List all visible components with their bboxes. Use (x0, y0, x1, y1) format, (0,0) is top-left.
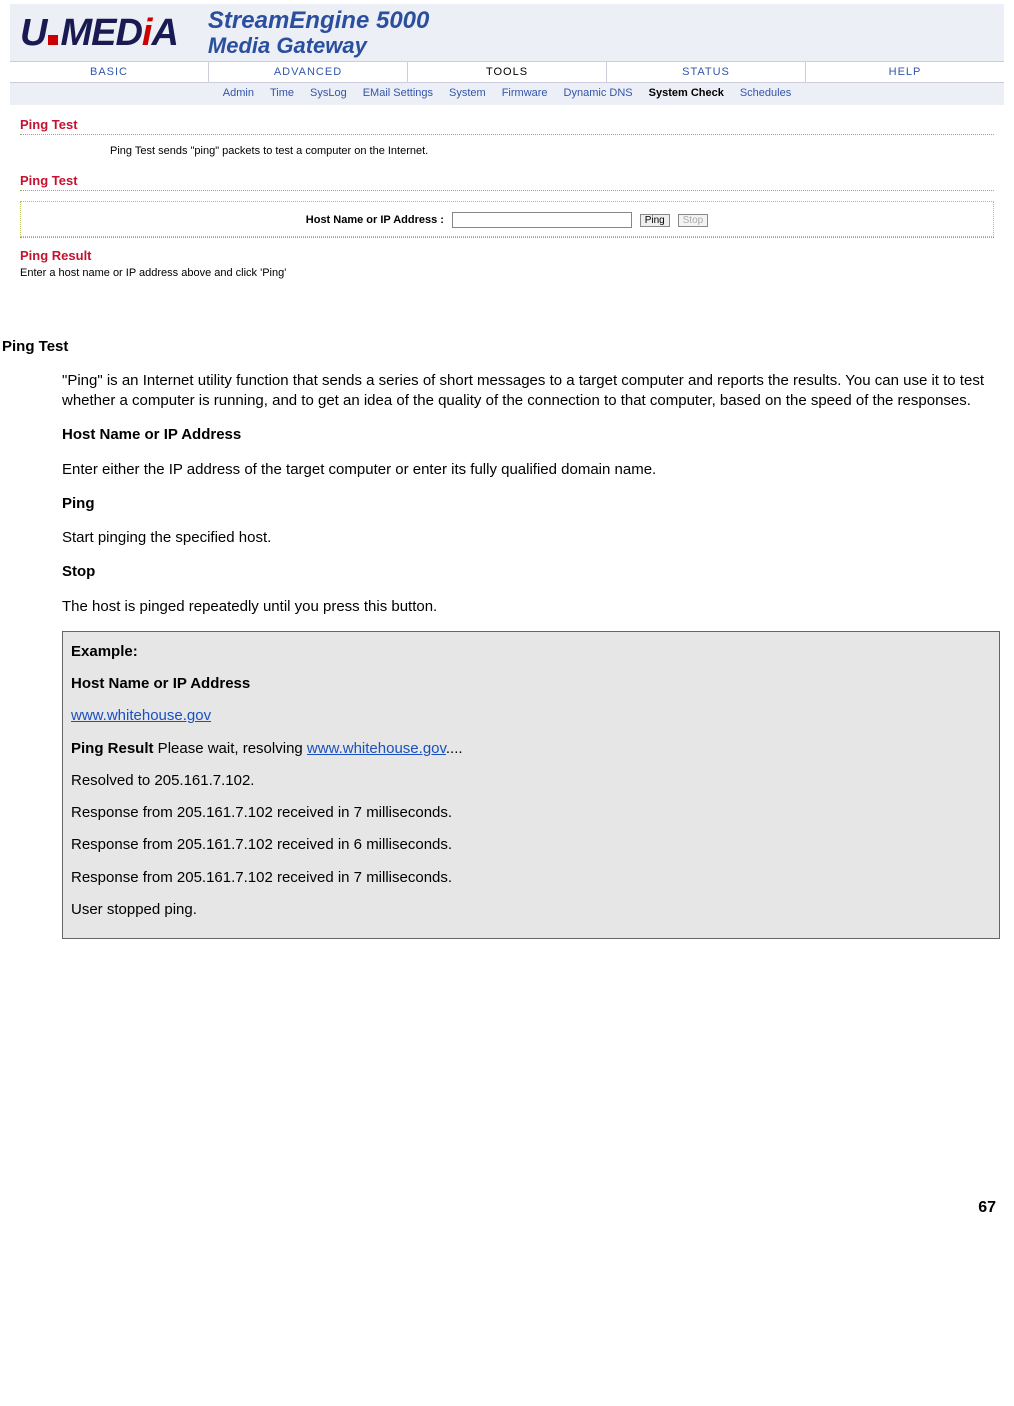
example-host-link-2[interactable]: www.whitehouse.gov (307, 740, 446, 757)
example-title: Example: (71, 643, 138, 660)
section-title-ping-test: Ping Test (20, 117, 994, 132)
sub-tab-time[interactable]: Time (270, 87, 294, 99)
logo-dot-icon (48, 35, 58, 45)
main-nav: BASICADVANCEDTOOLSSTATUSHELP (10, 61, 1004, 83)
sub-tab-system[interactable]: System (449, 87, 486, 99)
separator (20, 237, 994, 238)
doc-p4: The host is pinged repeatedly until you … (62, 597, 1000, 617)
separator (20, 190, 994, 191)
section-title-ping-result: Ping Result (20, 248, 994, 263)
ping-form: Host Name or IP Address : Ping Stop (20, 201, 994, 237)
example-result-line: Ping Result Please wait, resolving www.w… (71, 739, 991, 759)
doc-body: "Ping" is an Internet utility function t… (62, 371, 1000, 617)
intro-text: Ping Test sends "ping" packets to test a… (110, 145, 994, 157)
logo-u: U (20, 12, 46, 55)
product-line2: Media Gateway (208, 34, 429, 58)
main-tab-tools[interactable]: TOOLS (408, 62, 607, 82)
panel-body: Ping Test Ping Test sends "ping" packets… (10, 105, 1004, 297)
sub-tab-system-check[interactable]: System Check (649, 87, 724, 99)
host-label: Host Name or IP Address : (306, 214, 444, 226)
sub-nav: Admin Time SysLog EMail Settings System Firmw… (10, 83, 1004, 105)
sub-tab-schedules[interactable]: Schedules (740, 87, 791, 99)
example-line: Resolved to 205.161.7.102. (71, 771, 991, 791)
main-tab-status[interactable]: STATUS (607, 62, 806, 82)
product-title: StreamEngine 5000 Media Gateway (208, 8, 429, 59)
sub-tab-dynamic-dns[interactable]: Dynamic DNS (564, 87, 633, 99)
product-line1: StreamEngine 5000 (208, 8, 429, 34)
section-title-ping-test-2: Ping Test (20, 173, 994, 188)
ping-button[interactable]: Ping (640, 214, 670, 227)
example-line: Response from 205.161.7.102 received in … (71, 835, 991, 855)
sub-tab-email-settings[interactable]: EMail Settings (363, 87, 433, 99)
main-tab-help[interactable]: HELP (806, 62, 1004, 82)
sub-tab-firmware[interactable]: Firmware (502, 87, 548, 99)
main-tab-advanced[interactable]: ADVANCED (209, 62, 408, 82)
example-host-link[interactable]: www.whitehouse.gov (71, 707, 211, 724)
sub-tab-admin[interactable]: Admin (223, 87, 254, 99)
host-input[interactable] (452, 212, 632, 228)
doc-sub-ping: Ping (62, 494, 1000, 514)
example-line: Response from 205.161.7.102 received in … (71, 803, 991, 823)
example-host-label: Host Name or IP Address (71, 675, 250, 692)
umedia-logo: U MEDiA (20, 12, 178, 55)
logo-text: MEDiA (60, 12, 177, 55)
doc-p3: Start pinging the specified host. (62, 528, 1000, 548)
router-panel: U MEDiA StreamEngine 5000 Media Gateway … (10, 4, 1004, 297)
stop-button[interactable]: Stop (678, 214, 709, 227)
example-box: Example: Host Name or IP Address www.whi… (62, 631, 1000, 939)
page-number: 67 (0, 1199, 996, 1217)
example-output-lines: Resolved to 205.161.7.102. Response from … (71, 771, 991, 920)
example-line: Response from 205.161.7.102 received in … (71, 868, 991, 888)
example-line: User stopped ping. (71, 900, 991, 920)
doc-sub-stop: Stop (62, 562, 1000, 582)
doc-p2: Enter either the IP address of the targe… (62, 460, 1000, 480)
doc-heading: Ping Test (2, 337, 1014, 357)
documentation: Ping Test "Ping" is an Internet utility … (0, 337, 1014, 940)
main-tab-basic[interactable]: BASIC (10, 62, 209, 82)
separator (20, 134, 994, 135)
sub-tab-syslog[interactable]: SysLog (310, 87, 347, 99)
doc-p1: "Ping" is an Internet utility function t… (62, 371, 1000, 412)
ping-result-text: Enter a host name or IP address above an… (20, 267, 994, 279)
panel-header: U MEDiA StreamEngine 5000 Media Gateway (10, 4, 1004, 61)
doc-sub-host: Host Name or IP Address (62, 425, 1000, 445)
